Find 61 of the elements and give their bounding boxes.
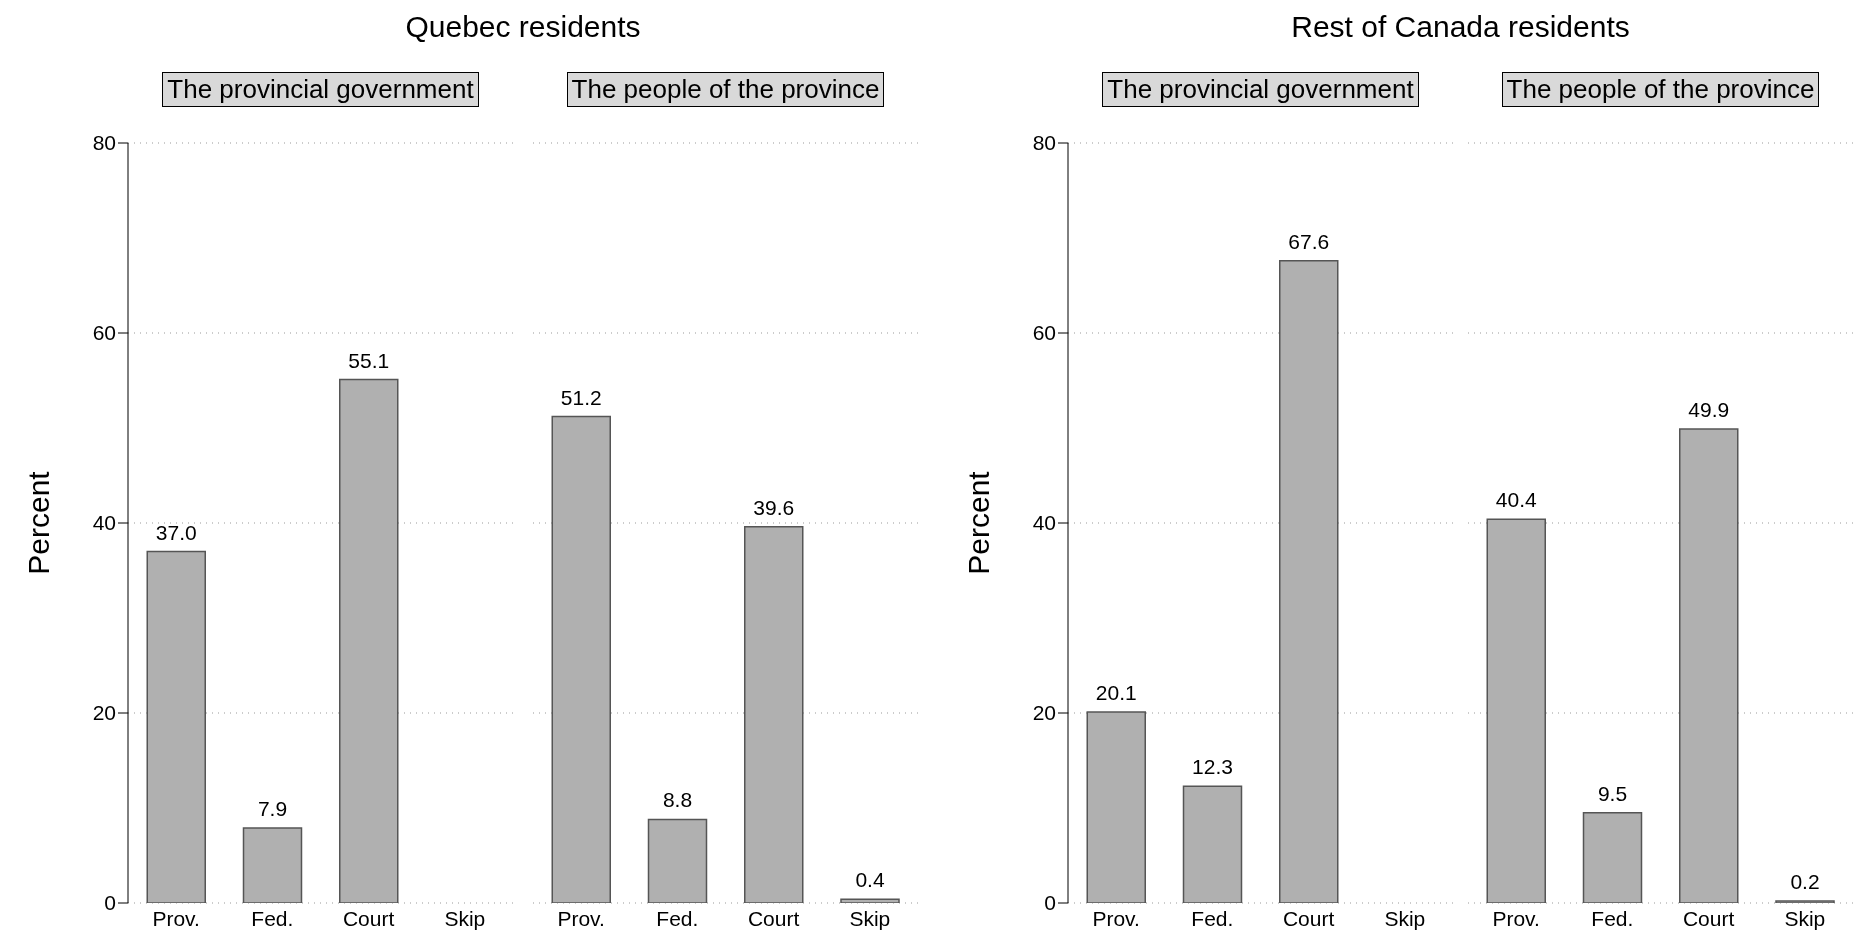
x-tick-label: Skip [1784,906,1826,930]
x-tick-label: Prov. [557,906,605,930]
chart-title: Quebec residents [404,10,642,44]
data-label: 37.0 [155,520,197,544]
chart-subtitle: The provincial government [162,72,479,107]
y-tick-label: 60 [92,321,116,345]
bar [647,818,708,903]
data-label: 8.8 [662,788,693,812]
data-label: 49.9 [1688,397,1730,421]
data-label: 20.1 [1095,681,1137,705]
data-label: 12.3 [1192,755,1233,779]
x-tick-label: Court [747,906,800,930]
data-label: 55.1 [348,348,390,372]
x-tick-label: Skip [849,906,891,930]
data-label: 0.2 [1790,870,1820,894]
bar [1182,785,1243,903]
x-tick-label: Prov. [152,906,200,930]
x-tick-label: Prov. [1092,906,1140,930]
y-tick-label: 20 [1032,701,1056,725]
chart-subtitle: The people of the province [1501,72,1820,107]
x-tick-label: Fed. [1591,906,1634,930]
chart-subtitle: The people of the province [566,72,885,107]
x-tick-label: Fed. [656,906,699,930]
bar [242,827,303,903]
chart-title: Rest of Canada residents [1290,10,1631,44]
x-tick-label: Skip [444,906,486,930]
y-tick-label: 40 [92,511,116,535]
x-tick-label: Court [1282,906,1335,930]
data-label: 51.2 [560,385,602,409]
y-axis-title: Percent [961,470,995,575]
x-tick-label: Fed. [251,906,294,930]
x-tick-label: Fed. [1191,906,1234,930]
data-label: 39.6 [753,495,795,519]
bar [1086,711,1146,903]
data-label: 0.4 [855,868,885,892]
x-tick-label: Skip [1384,906,1426,930]
x-tick-label: Court [342,906,395,930]
data-label: 67.6 [1288,229,1330,253]
y-tick-label: 40 [1032,511,1056,535]
y-axis-title: Percent [21,470,55,575]
bar [1582,812,1643,903]
y-tick-label: 60 [1032,321,1056,345]
y-tick-label: 80 [1032,131,1056,155]
y-tick-label: 0 [1044,891,1056,915]
bar [339,378,399,903]
bar [744,526,804,903]
x-tick-label: Prov. [1492,906,1540,930]
bar [1486,518,1546,903]
bar [840,898,900,903]
data-label: 7.9 [257,796,288,820]
y-tick-label: 80 [92,131,116,155]
data-label: 9.5 [1597,781,1628,805]
x-tick-label: Court [1682,906,1735,930]
y-tick-label: 0 [104,891,116,915]
bar [1679,428,1739,903]
bar [551,415,611,903]
chart-subtitle: The provincial government [1102,72,1419,107]
data-label: 40.4 [1495,488,1538,512]
bar [1279,260,1339,903]
bar [146,550,206,903]
y-tick-label: 20 [92,701,116,725]
